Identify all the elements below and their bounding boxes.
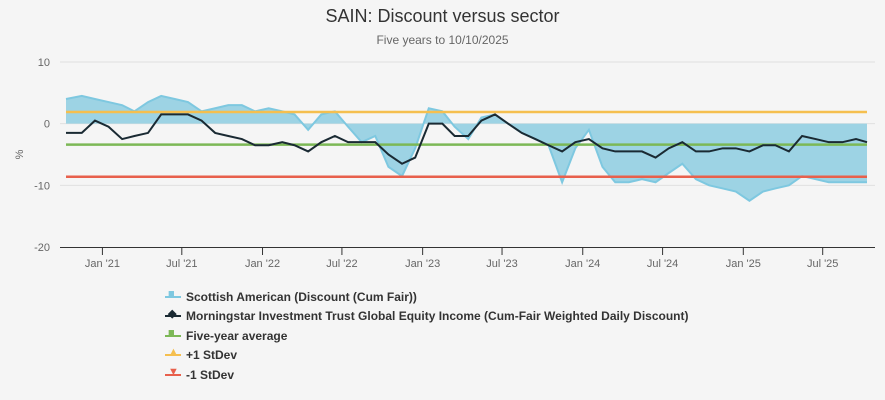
chart-title: SAIN: Discount versus sector — [325, 6, 560, 26]
legend-label: Five-year average — [186, 328, 288, 343]
legend-label: -1 StDev — [186, 367, 235, 382]
legend-item[interactable]: ▼ -1 StDev — [165, 365, 689, 385]
x-tick-label: Jan '23 — [405, 258, 440, 270]
legend-item[interactable]: ■ Scottish American (Discount (Cum Fair)) — [165, 287, 689, 307]
plot-area: 10 0 -10 -20 Jan '21 Jul '21 Jan '22 Jul '22 Jan… — [14, 57, 875, 270]
legend-marker-icon: ▲ — [165, 346, 181, 361]
y-tick-label: -10 — [34, 180, 50, 192]
legend: ■ Scottish American (Discount (Cum Fair))… — [165, 287, 689, 385]
legend-marker-icon: ▼ — [165, 366, 181, 381]
legend-marker-icon: ■ — [165, 288, 181, 303]
chart-subtitle: Five years to 10/10/2025 — [376, 33, 509, 47]
x-tick-label: Jan '22 — [245, 258, 280, 270]
series-area-scottish-american — [66, 95, 867, 201]
x-tick-label: Jul '21 — [166, 258, 197, 270]
y-tick-label: 0 — [44, 119, 50, 131]
legend-label: Scottish American (Discount (Cum Fair)) — [186, 289, 417, 304]
x-tick-label: Jul '22 — [326, 258, 357, 270]
x-tick-label: Jan '24 — [565, 258, 600, 270]
legend-label: +1 StDev — [186, 348, 238, 363]
y-tick-label: -20 — [34, 242, 50, 254]
legend-marker-icon: ◆ — [165, 308, 181, 322]
x-tick-label: Jan '21 — [85, 258, 120, 270]
legend-item[interactable]: ■ Five-year average — [165, 326, 689, 346]
legend-item[interactable]: ▲ +1 StDev — [165, 346, 689, 366]
y-tick-label: 10 — [38, 57, 50, 69]
x-tick-label: Jul '23 — [486, 258, 517, 270]
legend-item[interactable]: ◆ Morningstar Investment Trust Global Equ… — [165, 307, 689, 327]
legend-marker-icon: ■ — [165, 327, 181, 342]
y-axis-label: % — [14, 149, 26, 159]
legend-label: Morningstar Investment Trust Global Equi… — [186, 309, 689, 324]
x-tick-label: Jan '25 — [726, 258, 761, 270]
x-tick-label: Jul '24 — [647, 258, 678, 270]
x-tick-label: Jul '25 — [807, 258, 838, 270]
